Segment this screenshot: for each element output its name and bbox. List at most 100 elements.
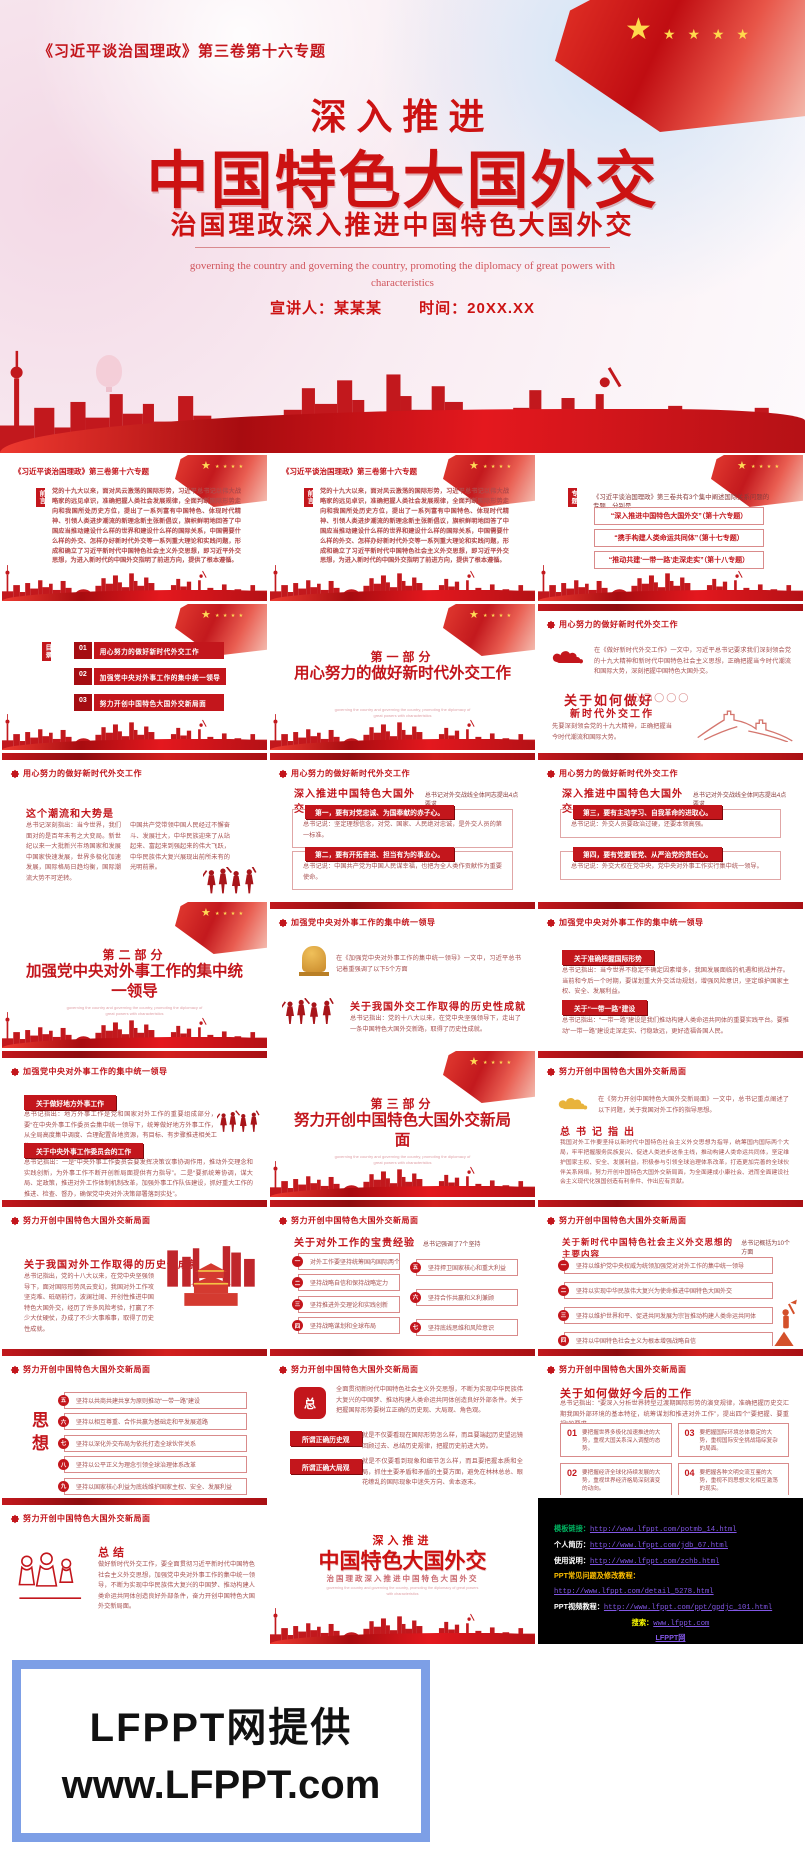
link-url[interactable]: http://www.lfppt.com/zchb.html	[589, 1557, 720, 1566]
item-text: 坚持战略自信和保持战略定力	[298, 1274, 400, 1291]
part-english-caption: governing the country and governing the …	[66, 1005, 203, 1016]
brand-link[interactable]: LFPPT网	[655, 1633, 686, 1643]
link-url[interactable]: http://www.lfppt.com/ppt/gpdjc_101.html	[603, 1603, 773, 1612]
slide-thumbnail-22-summary[interactable]: 努力开创中国特色大国外交新局面 总结 做好新时代外交工作，要全面贯彻习近平新时代…	[2, 1498, 267, 1644]
slide-thumbnail-16-achievements-tiananmen[interactable]: 努力开创中国特色大国外交新局面 关于我国对外工作取得的历史性成就 总书记指出，党…	[2, 1200, 267, 1346]
item-text: 坚持以深化外交布局为依托打造全球伙伴关系	[64, 1434, 247, 1452]
provider-box: LFPPT网提供 www.LFPPT.com	[12, 1660, 430, 1842]
rosette-icon	[546, 620, 556, 629]
link-line: PPT常见问题及修改教程：	[554, 1569, 803, 1584]
closing-title-main: 中国特色大国外交	[318, 1550, 487, 1573]
section-header: 用心努力的做好新时代外交工作	[10, 768, 142, 779]
slide-heading: 这个潮流和大势是	[26, 809, 114, 820]
item-number: 五	[58, 1394, 69, 1406]
link-line[interactable]: 个人简历：http://www.lfppt.com/jdb_67.html	[554, 1538, 803, 1554]
section-header: 努力开创中国特色大国外交新局面	[546, 1066, 687, 1077]
item-number: 一	[558, 1259, 569, 1271]
slide-thumbnail-04-contents[interactable]: 目录 01 用心努力的做好新时代外交工作 02 加强党中央对外事工作的集中统一领…	[2, 604, 267, 750]
slide-thumbnail-14-part3[interactable]: 第三部分 努力开创中国特色大国外交新局面 governing the count…	[270, 1051, 535, 1197]
slide-thumbnail-10-part2[interactable]: 第二部分 加强党中央对外事工作的集中统一领导 governing the cou…	[2, 902, 267, 1048]
provider-url: www.LFPPT.com	[61, 1762, 381, 1807]
link-url[interactable]: http://www.lfppt.com/potmb_14.html	[589, 1526, 737, 1534]
topic-badge: 所谓正确历史观	[290, 1431, 362, 1446]
search-line[interactable]: 搜索：www.lfppt.com	[554, 1616, 803, 1632]
slide-thumbnail-03-topics[interactable]: 专题 《习近平谈治国理政》第三卷共有3个集中阐述国际关系问题的专题，分别是 “深…	[538, 455, 803, 601]
topic-badge: 关于准确把握国际形势	[562, 950, 654, 965]
slide-heading-row: 关于对外工作的宝贵经验 总书记强调了7个坚持	[294, 1234, 523, 1249]
topic-seal: 专题	[568, 488, 577, 507]
adherence-list-right: 五坚持捍卫国家核心和重大利益 六坚持合作共赢和义利兼顾 七坚持底线思维和风险意识	[410, 1254, 518, 1340]
slide-thumbnail-09-requirements-3-4[interactable]: 用心努力的做好新时代外交工作 深入推进中国特色大国外交 总书记对外交战线全体同志…	[538, 753, 803, 899]
section-header-label: 用心努力的做好新时代外交工作	[291, 769, 410, 778]
link-line[interactable]: 模板链接：http://www.lfppt.com/potmb_14.html	[554, 1522, 803, 1538]
link-url[interactable]: http://www.lfppt.com/jdb_67.html	[589, 1541, 728, 1550]
section-header-label: 努力开创中国特色大国外交新局面	[291, 1216, 419, 1225]
slide-tagline: 《习近平谈治国理政》第三卷第十六专题	[282, 467, 417, 476]
part-label: 第三部分	[370, 1097, 435, 1111]
provider-footer: LFPPT网提供 www.LFPPT.com	[0, 1646, 805, 1854]
slide-thumbnail-18-ten-aspects-1-4[interactable]: 努力开创中国特色大国外交新局面 关于新时代中国特色社会主义外交思想的主要内容 总…	[538, 1200, 803, 1346]
red-ribbon-wave-icon	[2, 1037, 267, 1048]
requirement-box: 第三，要有主动学习、自我革命的进取心。 总书记说：外交人员要政治过硬，还要本领高…	[560, 805, 781, 838]
slide-thumbnail-08-requirements-1-2[interactable]: 用心努力的做好新时代外交工作 深入推进中国特色大国外交 总书记对外交战线全体同志…	[270, 753, 535, 899]
link-url[interactable]: http://www.lfppt.com/detail_5278.html	[554, 1588, 714, 1597]
toc-number: 02	[74, 668, 92, 685]
link-line[interactable]: PPT视频教程：http://www.lfppt.com/ppt/gpdjc_1…	[554, 1600, 803, 1616]
work-item: 04 要把握各种文明交流互鉴的大势，重视不同思想文化相互激荡的现实。	[677, 1463, 789, 1495]
item-number: 四	[558, 1334, 569, 1346]
provider-name: LFPPT网提供	[89, 1705, 353, 1750]
requirement-title: 第二，要有开拓奋进、担当有为的事业心。	[305, 847, 455, 861]
slide-thumbnail-21-future-work[interactable]: 努力开创中国特色大国外交新局面 关于如何做好今后的工作 总书记指出：“要深入分析…	[538, 1349, 803, 1495]
slide-thumbnail-13-local-foreign-affairs[interactable]: 加强党中央对外事工作的集中统一领导 关于做好地方外事工作 总书记指出：地方外事工…	[2, 1051, 267, 1197]
red-ribbon-icon	[270, 1200, 535, 1207]
slide-thumbnail-07-trend[interactable]: 用心努力的做好新时代外交工作 这个潮流和大势是 总书记深刻指出：当今世界，我们面…	[2, 753, 267, 899]
slide-thumbnail-17-seven-adherences[interactable]: 努力开创中国特色大国外交新局面 关于对外工作的宝贵经验 总书记强调了7个坚持 一…	[270, 1200, 535, 1346]
slide-thumbnail-01-preface[interactable]: 《习近平谈治国理政》第三卷第十六专题 前言 党的十九大以来，面对风云激荡的国际形…	[2, 455, 267, 601]
link-label: 使用说明：	[554, 1555, 590, 1565]
red-ribbon-icon	[2, 1200, 267, 1207]
section-header-label: 努力开创中国特色大国外交新局面	[559, 1365, 687, 1374]
body-text: 我国对外工作要坚持以新时代中国特色社会主义外交思想为指导，统筹国内国际两个大局，…	[560, 1140, 789, 1186]
celebrating-people-icon	[203, 867, 261, 895]
section-header-label: 努力开创中国特色大国外交新局面	[559, 1067, 687, 1076]
item-text: 坚持推进外交理论和实践创新	[298, 1295, 400, 1313]
closing-subtitle: 治国理政深入推进中国特色大国外交	[326, 1574, 479, 1583]
red-ribbon-icon	[538, 1051, 803, 1058]
toc-number: 03	[74, 694, 92, 711]
red-ribbon-icon	[538, 1349, 803, 1356]
slide-thumbnail-15-guiding-ideology[interactable]: 努力开创中国特色大国外交新局面 在《努力开创中国特色大国外交新局面》一文中，总书…	[538, 1051, 803, 1197]
section-header-label: 努力开创中国特色大国外交新局面	[559, 1216, 687, 1225]
brand-line[interactable]: LFPPT网	[554, 1631, 803, 1644]
cover-slide[interactable]: 《习近平谈治国理政》第三卷第十六专题 深入推进 中国特色大国外交 治国理政深入推…	[0, 0, 805, 453]
slide-thumbnail-06-how-to-do[interactable]: 用心努力的做好新时代外交工作 在《做好新时代外交工作》一文中，习近平总书记要求我…	[538, 604, 803, 750]
intro-text: 在《努力开创中国特色大国外交新局面》一文中，总书记重点阐述了以下问题，关于我国对…	[598, 1096, 789, 1114]
link-line[interactable]: 使用说明：http://www.lfppt.com/zchb.html	[554, 1554, 803, 1570]
requirement-box: 第一，要有对党忠诚、为国奉献的赤子心。 总书记说：坚定理想信念，对党、国家、人民…	[292, 805, 513, 849]
search-url[interactable]: www.lfppt.com	[653, 1619, 710, 1628]
slide-thumbnail-19-ten-aspects-5-10[interactable]: 努力开创中国特色大国外交新局面 思想 五坚持以共商共建共享为原则推动“一带一路”…	[2, 1349, 267, 1495]
section-header: 努力开创中国特色大国外交新局面	[546, 1215, 687, 1226]
section-header: 努力开创中国特色大国外交新局面	[10, 1364, 151, 1375]
slide-thumbnail-02-preface[interactable]: 《习近平谈治国理政》第三卷第十六专题 前言 党的十九大以来，面对风云激荡的国际形…	[270, 455, 535, 601]
preface-body: 党的十九大以来，面对风云激荡的国际形势，习近平总书记以伟大战略家的远见卓识，准确…	[320, 488, 509, 565]
item-text: 坚持以中国特色社会主义为根本增强战略自信	[564, 1331, 773, 1346]
link-line[interactable]: http://www.lfppt.com/detail_5278.html	[554, 1584, 803, 1600]
item-text: 要把握经济全球化持续发展的大势，重视世界经济格局深刻演变的动向。	[582, 1470, 661, 1492]
requirement-title: 第一，要有对党忠诚、为国奉献的赤子心。	[305, 805, 455, 819]
slide-thumbnail-12-situation-belt-road[interactable]: 加强党中央对外事工作的集中统一领导 关于准确把握国际形势 总书记指出：当今世界不…	[538, 902, 803, 1048]
slide-thumbnail-23-closing-cover[interactable]: 深入推进 中国特色大国外交 治国理政深入推进中国特色大国外交 governing…	[270, 1498, 535, 1644]
item-number: 七	[410, 1321, 421, 1333]
item-text: 坚持合作共赢和义利兼顾	[416, 1288, 518, 1306]
red-ribbon-icon	[2, 1498, 267, 1505]
slide-thumbnail-05-part1[interactable]: 第一部分 用心努力的做好新时代外交工作 governing the countr…	[270, 604, 535, 750]
work-item: 01 要把握世界多极化加速推进的大势，重视大国关系深入调整的态势。	[560, 1423, 672, 1457]
time-label: 时间：20XX.XX	[419, 300, 536, 317]
section-header: 用心努力的做好新时代外交工作	[546, 768, 678, 779]
slide-thumbnail-24-links[interactable]: 模板链接：http://www.lfppt.com/potmb_14.html …	[538, 1498, 803, 1644]
closing-english-caption: governing the country and governing the …	[326, 1586, 479, 1596]
red-ribbon-wave-icon	[538, 590, 803, 601]
slide-heading: 关于如何做好今后的工作	[560, 1388, 692, 1400]
intro-text: 在《加强党中央对外事工作的集中统一领导》一文中，习近平总书记着重强调了以下5个方…	[336, 955, 521, 973]
slide-thumbnail-11-achievements[interactable]: 加强党中央对外事工作的集中统一领导 在《加强党中央对外事工作的集中统一领导》一文…	[270, 902, 535, 1048]
slide-thumbnail-20-correct-views[interactable]: 努力开创中国特色大国外交新局面 总 全面贯彻新时代中国特色社会主义外交思想，不断…	[270, 1349, 535, 1495]
